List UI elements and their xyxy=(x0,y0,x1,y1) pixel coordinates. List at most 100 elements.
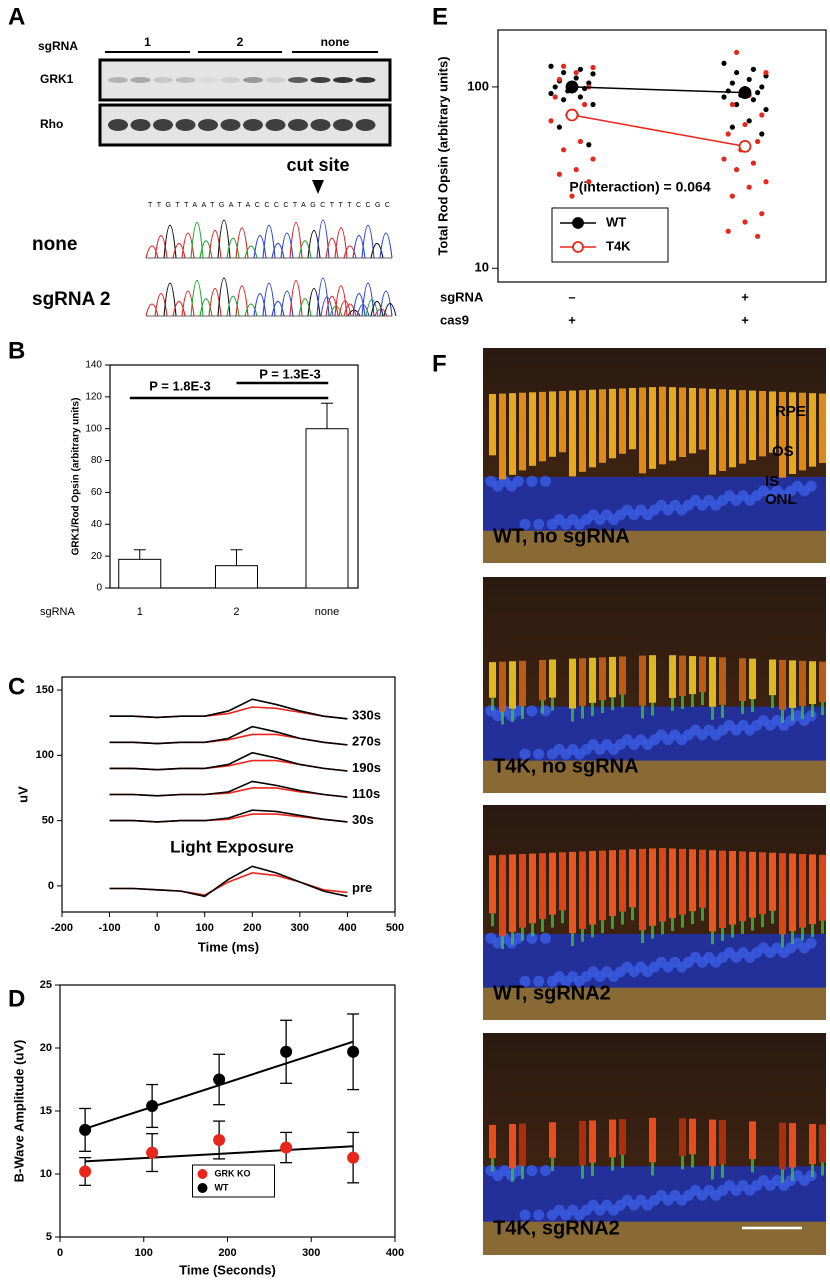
inner-segment xyxy=(591,924,594,938)
photoreceptor xyxy=(569,658,576,709)
nucleus xyxy=(676,734,688,746)
legend-label: WT xyxy=(606,214,626,229)
chromatogram-peak xyxy=(280,290,294,317)
nucleus xyxy=(560,1209,572,1221)
nucleus xyxy=(764,947,776,959)
trace-line xyxy=(109,698,348,720)
legend-marker xyxy=(197,1169,208,1179)
band xyxy=(243,119,263,131)
photoreceptor xyxy=(589,657,596,703)
inner-segment xyxy=(651,702,654,716)
nucleus xyxy=(505,480,517,492)
nucleus xyxy=(546,975,558,987)
panel-label: E xyxy=(432,3,448,30)
nucleus xyxy=(594,743,606,755)
layer-label: ONL xyxy=(765,491,797,508)
photoreceptor xyxy=(599,657,606,701)
point xyxy=(590,156,596,162)
x-tick-label: 0 xyxy=(57,1247,63,1259)
inner-segment xyxy=(781,709,784,723)
inner-segment xyxy=(691,694,694,708)
photoreceptor xyxy=(599,389,606,463)
row-value: + xyxy=(568,312,576,327)
photoreceptor xyxy=(809,393,816,467)
band xyxy=(333,119,353,131)
point xyxy=(734,69,740,76)
inner-segment xyxy=(741,700,744,714)
chromatogram-peak xyxy=(334,285,348,317)
chromatogram-peak xyxy=(289,280,303,317)
photoreceptor xyxy=(529,853,536,924)
photoreceptor xyxy=(559,852,566,911)
photoreceptor xyxy=(729,389,736,468)
photoreceptor xyxy=(789,660,796,708)
nucleus xyxy=(710,499,722,511)
photoreceptor xyxy=(609,656,616,698)
point xyxy=(213,1073,226,1086)
x-tick-label: 300 xyxy=(302,1247,320,1259)
photoreceptor xyxy=(649,387,656,469)
chromatogram-peak xyxy=(379,232,393,259)
inner-segment xyxy=(721,704,724,718)
micrograph: WT, no sgRNA xyxy=(483,348,826,563)
inner-segment xyxy=(711,1166,714,1180)
x-tick-label: 200 xyxy=(218,1247,236,1259)
photoreceptor xyxy=(659,386,666,465)
inner-segment xyxy=(711,931,714,945)
photoreceptor xyxy=(679,848,686,915)
nucleus xyxy=(594,1204,606,1216)
y-tick-label: 5 xyxy=(46,1231,52,1243)
inner-segment xyxy=(541,700,544,714)
nucleus xyxy=(764,719,776,731)
band xyxy=(265,77,286,83)
band xyxy=(130,77,151,83)
micrograph: T4K, sgRNA2 xyxy=(483,1033,826,1255)
y-tick-label: 140 xyxy=(85,360,102,371)
trace-line xyxy=(109,865,348,898)
nucleus xyxy=(662,504,674,516)
photoreceptor xyxy=(739,658,746,701)
chromatogram-peak xyxy=(298,298,312,317)
nucleus xyxy=(533,1209,545,1221)
chromatogram-peak xyxy=(217,219,231,259)
nucleus xyxy=(560,975,572,987)
inner-segment xyxy=(531,923,534,937)
band xyxy=(243,77,263,83)
point xyxy=(734,49,740,56)
legend-label: WT xyxy=(215,1182,229,1192)
chromatogram-peak xyxy=(217,277,231,317)
nucleus xyxy=(798,715,810,727)
chromatogram-peak xyxy=(383,303,397,317)
point xyxy=(577,138,584,145)
chromatogram-peak xyxy=(271,300,285,317)
photoreceptor xyxy=(679,655,686,697)
chromatogram-peak xyxy=(199,240,213,259)
photoreceptor xyxy=(549,391,556,457)
chromatogram-peak xyxy=(208,230,222,259)
point xyxy=(729,193,736,199)
band xyxy=(265,119,286,131)
photoreceptor xyxy=(509,1124,516,1169)
nucleus xyxy=(526,932,538,944)
y-axis-label: uV xyxy=(15,786,30,803)
point xyxy=(746,76,752,83)
annotation: P = 1.8E-3 xyxy=(149,378,211,393)
nucleus xyxy=(574,518,586,530)
inner-segment xyxy=(611,1157,614,1171)
x-tick-label: -100 xyxy=(99,922,121,934)
point xyxy=(590,71,596,77)
photoreceptor xyxy=(749,390,756,461)
point xyxy=(573,167,579,173)
nucleus xyxy=(540,475,551,487)
nucleus xyxy=(519,1209,531,1221)
nucleus xyxy=(764,490,776,502)
chromatogram-peak xyxy=(208,288,222,317)
photoreceptor xyxy=(579,851,586,929)
point xyxy=(755,90,761,96)
nucleus xyxy=(526,475,538,487)
bar xyxy=(214,565,258,589)
photoreceptor xyxy=(709,656,716,707)
nucleus xyxy=(628,739,640,751)
panel-label: B xyxy=(8,337,25,364)
